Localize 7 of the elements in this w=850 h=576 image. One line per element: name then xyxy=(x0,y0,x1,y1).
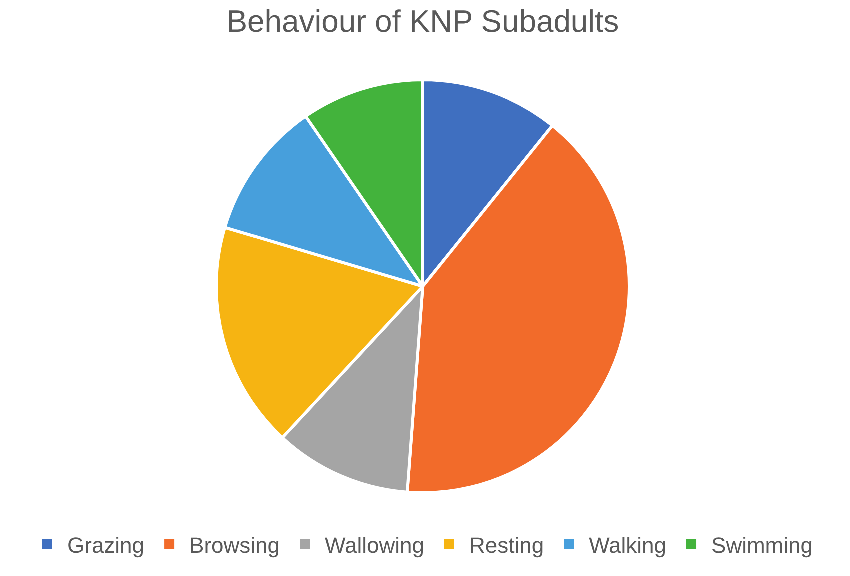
legend-label: Grazing xyxy=(68,533,145,558)
legend-label: Walking xyxy=(589,533,667,558)
legend-label: Resting xyxy=(469,533,544,558)
legend-label: Wallowing xyxy=(325,533,424,558)
chart-title: Behaviour of KNP Subadults xyxy=(226,4,620,40)
legend-label: Browsing xyxy=(190,533,280,558)
legend-label: Swimming xyxy=(712,533,813,558)
